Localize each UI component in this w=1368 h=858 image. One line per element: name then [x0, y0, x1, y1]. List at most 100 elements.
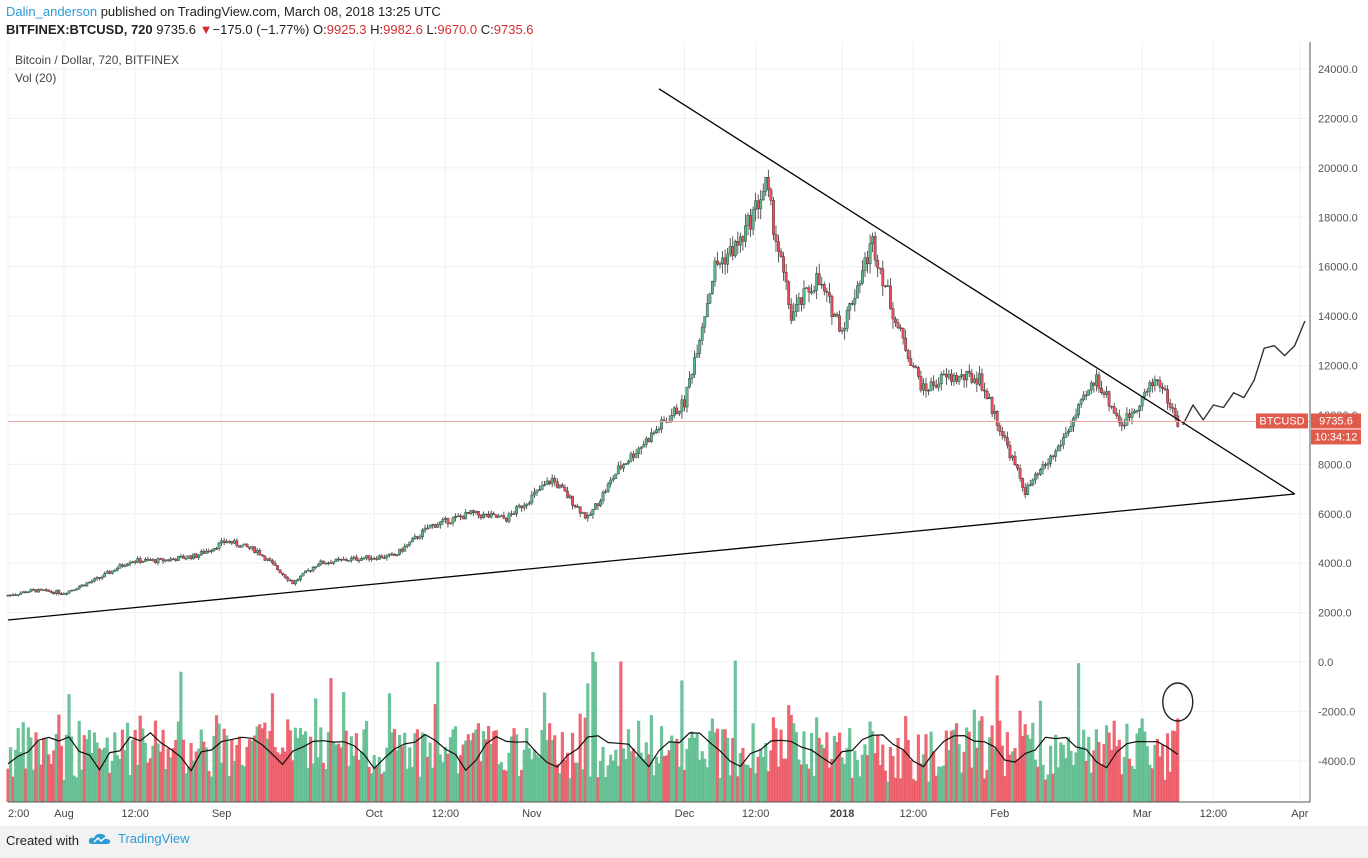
- candle-body: [1102, 392, 1106, 395]
- candle-body: [960, 374, 964, 377]
- candle-body: [830, 296, 834, 317]
- candle-body: [672, 407, 676, 416]
- volume-bar: [578, 713, 582, 802]
- volume-bar: [1003, 776, 1007, 802]
- volume-bar: [1155, 739, 1160, 802]
- annotation-circle[interactable]: [1162, 682, 1194, 722]
- volume-bar: [827, 767, 831, 802]
- candle-body: [698, 340, 702, 354]
- volume-bar: [896, 737, 900, 802]
- volume-bar: [649, 715, 653, 802]
- candle-body: [705, 303, 709, 317]
- volume-bar: [779, 729, 783, 802]
- volume-bar: [1094, 729, 1098, 802]
- candle-body: [278, 569, 282, 574]
- author-link[interactable]: Dalin_anderson: [6, 4, 98, 19]
- candle-body: [532, 492, 536, 496]
- candle-body: [283, 574, 287, 578]
- candle-body: [632, 453, 635, 458]
- candle-body: [1064, 432, 1068, 438]
- candle-body: [1044, 464, 1047, 466]
- candle-body: [497, 515, 501, 518]
- volume-bar: [265, 738, 269, 802]
- candle-body: [461, 516, 465, 520]
- candle-body: [149, 559, 152, 561]
- volume-bar: [520, 769, 524, 802]
- volume-bar: [675, 738, 679, 802]
- volume-bar: [998, 720, 1002, 802]
- candle-body: [863, 257, 867, 271]
- chart-canvas[interactable]: 24000.0 22000.0 20000.0 18000.0 16000.0 14000…: [0, 42, 1368, 826]
- candle-body: [1018, 468, 1022, 479]
- volume-bar: [1069, 750, 1073, 802]
- volume-bar: [619, 661, 623, 802]
- volume-bar: [934, 775, 938, 802]
- volume-bar: [975, 747, 979, 802]
- candle-body: [459, 515, 463, 518]
- volume-bar: [944, 730, 948, 802]
- candle-body: [733, 241, 737, 257]
- candle-body: [1084, 394, 1088, 397]
- candle-body: [105, 571, 109, 574]
- candle-body: [309, 570, 313, 572]
- volume-bar: [860, 754, 865, 802]
- candle-body: [1051, 455, 1055, 458]
- candle-body: [204, 550, 208, 554]
- volume-bar: [220, 762, 224, 802]
- candle-body: [1143, 391, 1147, 398]
- candle-body: [281, 572, 285, 575]
- volume-bar: [710, 718, 715, 802]
- y-tick-label: 20000.0: [1318, 163, 1358, 175]
- candle-body: [988, 396, 991, 399]
- volume-bar: [1130, 765, 1134, 802]
- candle-body: [1049, 455, 1053, 464]
- volume-bar: [680, 680, 684, 802]
- volume-bar: [1056, 767, 1060, 802]
- trend-line-lower[interactable]: [7, 493, 1295, 621]
- volume-bar: [428, 742, 432, 802]
- volume-bar: [242, 766, 247, 802]
- candle-body: [166, 559, 170, 561]
- candle-body: [108, 571, 112, 574]
- open-value: 9925.3: [326, 22, 367, 37]
- candle-body: [202, 551, 206, 554]
- candle-body: [848, 303, 852, 311]
- volume-bar: [840, 757, 844, 802]
- volume-bar: [756, 756, 760, 802]
- volume-bar: [326, 732, 331, 802]
- candle-body: [1148, 382, 1152, 392]
- trend-line-upper[interactable]: [658, 88, 1296, 495]
- volume-bar: [1066, 737, 1071, 802]
- price-badge: BTCUSD 9735.6 10:34:12: [1256, 413, 1361, 445]
- volume-ma-line: [7, 732, 1179, 772]
- volume-bar: [802, 731, 806, 802]
- candle-body: [423, 527, 427, 531]
- drawings: [7, 88, 1310, 722]
- candle-body: [621, 464, 625, 469]
- volume-bar: [863, 744, 867, 802]
- candle-body: [1003, 435, 1007, 438]
- candle-body: [413, 536, 417, 539]
- volume-bar: [1112, 720, 1116, 802]
- volume-bar: [924, 734, 928, 802]
- volume-bar: [843, 763, 847, 802]
- tradingview-link[interactable]: TradingView: [88, 831, 190, 846]
- volume-bar: [1015, 759, 1020, 802]
- candle-body: [321, 560, 325, 564]
- volume-bar: [1125, 723, 1129, 802]
- candle-body: [810, 291, 813, 294]
- volume-bar: [766, 771, 770, 802]
- volume-bar: [253, 735, 257, 802]
- candle-body: [677, 411, 681, 414]
- volume-bar: [436, 661, 440, 802]
- candle-body: [1133, 410, 1136, 414]
- candle-body: [566, 490, 569, 498]
- volume-bar: [359, 751, 364, 802]
- candle-body: [296, 579, 300, 581]
- candle-body: [255, 550, 259, 553]
- candle-body: [1153, 379, 1157, 387]
- projection-path[interactable]: [1182, 320, 1306, 426]
- candle-body: [825, 290, 829, 293]
- volume-bar: [1158, 756, 1162, 802]
- volume-bar: [1171, 730, 1175, 802]
